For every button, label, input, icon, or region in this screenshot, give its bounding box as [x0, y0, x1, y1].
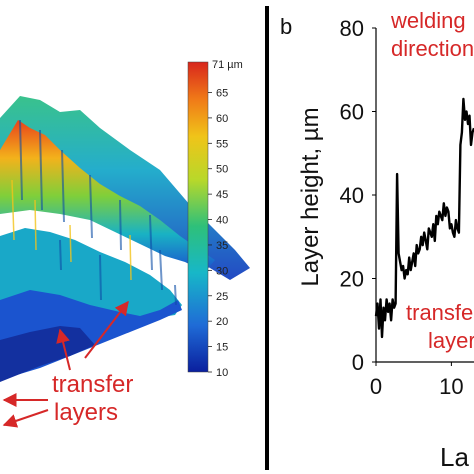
colorbar-tick-label: 15: [216, 342, 228, 354]
colorbar-unit-label: 71 µm: [212, 59, 243, 71]
panel-label-b: b: [280, 14, 292, 39]
transfer-label-b-line1: transfer: [406, 300, 474, 325]
series-group: [374, 97, 474, 339]
transfer-label-b-line2: layers: [428, 328, 474, 353]
welding-label-line1: welding: [390, 8, 466, 33]
colorbar-gradient: [187, 61, 209, 373]
transfer-layers-annotation: transfer layers: [2, 300, 133, 428]
transfer-label-line1: transfer: [52, 371, 133, 398]
colorbar: 71 µm 65 60 55 50 45 40 35 30 25 20 15 10: [187, 59, 243, 379]
y-tick-label: 80: [340, 16, 364, 41]
y-tick-label: 40: [340, 183, 364, 208]
colorbar-tick-label: 10: [216, 367, 228, 379]
colorbar-ticks: 65 60 55 50 45 40 35 30 25 20 15 10: [208, 87, 228, 379]
colorbar-tick-label: 35: [216, 240, 228, 252]
x-axis-title: La: [440, 442, 469, 472]
x-tick-label: 0: [370, 374, 382, 399]
layer-height-series-line: [374, 97, 474, 339]
annotation-arrow: [84, 300, 129, 359]
line-chart-panel: b Layer height, µm La 80 60 40 20 0 0 10 weld…: [280, 8, 474, 472]
x-tick-labels: 0 10: [370, 374, 464, 399]
colorbar-tick-label: 50: [216, 164, 228, 176]
welding-label-line2: direction: [391, 36, 474, 61]
colorbar-tick-label: 65: [216, 87, 228, 99]
y-tick-label: 20: [340, 267, 364, 292]
colorbar-tick-label: 30: [216, 265, 228, 277]
y-tick-label: 60: [340, 100, 364, 125]
colorbar-tick-label: 25: [216, 291, 228, 303]
x-tick-label: 10: [439, 374, 463, 399]
annotation-arrow: [56, 328, 71, 371]
colorbar-tick-label: 20: [216, 316, 228, 328]
y-axis-title: Layer height, µm: [297, 107, 324, 286]
surface-3d-panel: 71 µm 65 60 55 50 45 40 35 30 25 20 15 10 transfer …: [0, 59, 250, 428]
colorbar-tick-label: 40: [216, 215, 228, 227]
colorbar-tick-label: 60: [216, 113, 228, 125]
y-tick-label: 0: [352, 350, 364, 375]
annotation-arrow: [2, 409, 49, 428]
surface-plot: [0, 96, 250, 382]
y-tick-labels: 80 60 40 20 0: [340, 16, 364, 375]
colorbar-tick-label: 55: [216, 138, 228, 150]
colorbar-tick-label: 45: [216, 189, 228, 201]
transfer-label-line2: layers: [54, 399, 118, 426]
